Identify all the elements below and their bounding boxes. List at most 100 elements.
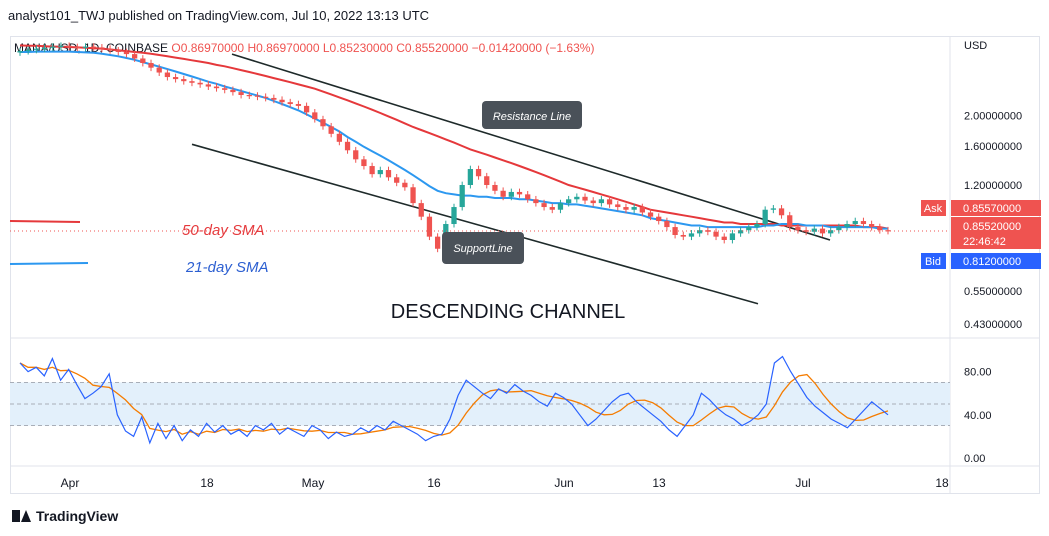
- candle-body: [582, 196, 588, 201]
- candle-body: [467, 169, 474, 185]
- time-axis-tick: Jul: [795, 476, 810, 490]
- candle-body: [688, 233, 695, 237]
- candle-body: [402, 182, 408, 188]
- bid-tag-box: [921, 253, 946, 269]
- channel-label: DESCENDING CHANNEL: [391, 301, 625, 323]
- ohlc-info-part: O0.86970000: [171, 41, 247, 55]
- price-axis-tick: 1.60000000: [964, 141, 1022, 153]
- candle-body: [500, 190, 506, 197]
- candle-body: [287, 102, 293, 105]
- candle-body: [394, 177, 400, 183]
- bid-value-box: [951, 253, 1041, 269]
- candle-body: [91, 46, 97, 48]
- candle-body: [263, 96, 269, 98]
- candle-body: [426, 216, 433, 237]
- price-axis-tick: 0.55000000: [964, 286, 1022, 298]
- candle-body: [852, 221, 858, 225]
- candle-body: [66, 45, 72, 47]
- tradingview-logo-text: TradingView: [36, 508, 119, 524]
- ohlc-info-part: H0.86970000: [247, 41, 322, 55]
- price-axis-tick: 1.20000000: [964, 180, 1022, 192]
- resistance-line: [231, 53, 831, 241]
- candle-body: [320, 119, 326, 127]
- candle-body: [746, 227, 752, 231]
- sma21-line: [20, 50, 888, 230]
- candle-body: [181, 79, 187, 82]
- time-axis-tick: 13: [652, 476, 666, 490]
- candle-body: [50, 46, 56, 48]
- candle-body: [451, 207, 457, 225]
- candle-body: [623, 207, 629, 210]
- candle-body: [107, 48, 113, 51]
- candle-body: [271, 97, 277, 100]
- candle-body: [344, 141, 351, 151]
- candle-body: [295, 104, 302, 106]
- ask-value: 0.85570000: [963, 203, 1021, 215]
- candle-body: [590, 200, 596, 204]
- ask-value-box: [951, 200, 1041, 216]
- candle-body: [353, 150, 359, 160]
- support-callout-box: [442, 232, 524, 264]
- candle-body: [99, 47, 105, 49]
- candle-body: [541, 203, 547, 208]
- candle-body: [74, 46, 80, 49]
- time-axis-tick: Apr: [61, 476, 80, 490]
- candle-body: [598, 199, 605, 204]
- candle-body: [639, 207, 645, 213]
- candle-body: [787, 215, 793, 228]
- candle-body: [647, 212, 654, 217]
- candle-body: [238, 92, 244, 96]
- sma21-legend-stroke: [9, 262, 89, 265]
- candle-body: [377, 170, 383, 175]
- candle-body: [336, 133, 342, 142]
- candle-body: [25, 49, 31, 52]
- sma50-label: 50-day SMA: [182, 222, 265, 239]
- last-price-value: 0.85520000: [963, 221, 1021, 233]
- candle-body: [508, 191, 514, 197]
- candle-body: [492, 185, 498, 191]
- price-axis-unit: USD: [964, 40, 987, 52]
- candle-body: [230, 89, 236, 93]
- candle-body: [885, 230, 891, 232]
- candle-body: [484, 176, 490, 185]
- candle-body: [877, 227, 883, 231]
- candle-body: [525, 194, 531, 200]
- candle-body: [868, 224, 875, 228]
- candle-body: [721, 236, 727, 240]
- candle-body: [189, 81, 195, 83]
- candle-body: [836, 227, 842, 231]
- candle-body: [123, 51, 130, 55]
- candle-body: [410, 187, 416, 204]
- candle-body: [615, 204, 621, 208]
- candle-body: [811, 228, 817, 232]
- ask-label: Ask: [924, 203, 943, 215]
- support-callout-text: SupportLine: [453, 243, 512, 255]
- sma21-label: 21-day SMA: [185, 259, 269, 276]
- candle-body: [737, 230, 744, 234]
- rsi-axis-tick: 80.00: [964, 367, 992, 379]
- candle-body: [164, 72, 171, 78]
- tradingview-logo-icon: [12, 510, 31, 522]
- candle-body: [385, 170, 392, 178]
- price-axis-tick: 2.00000000: [964, 111, 1022, 123]
- candle-body: [729, 233, 736, 240]
- candle-body: [205, 84, 211, 87]
- candle-body: [705, 230, 711, 232]
- time-axis-tick: Jun: [554, 476, 573, 490]
- candle-body: [844, 224, 850, 228]
- ohlc-info-part: −0.01420000 (−1.63%): [472, 41, 595, 55]
- candle-body: [369, 166, 375, 175]
- candle-body: [156, 67, 162, 73]
- candle-body: [279, 99, 285, 103]
- candle-body: [361, 159, 367, 167]
- tradingview-logo[interactable]: TradingView: [12, 508, 118, 524]
- bid-value: 0.81200000: [963, 256, 1021, 268]
- candle-body: [222, 88, 228, 90]
- resistance-callout-text: Resistance Line: [493, 111, 571, 123]
- candle-body: [115, 50, 121, 52]
- bid-label: Bid: [925, 256, 941, 268]
- resistance-callout-box: [482, 101, 582, 129]
- candle-body: [606, 199, 613, 205]
- candle-body: [82, 46, 89, 48]
